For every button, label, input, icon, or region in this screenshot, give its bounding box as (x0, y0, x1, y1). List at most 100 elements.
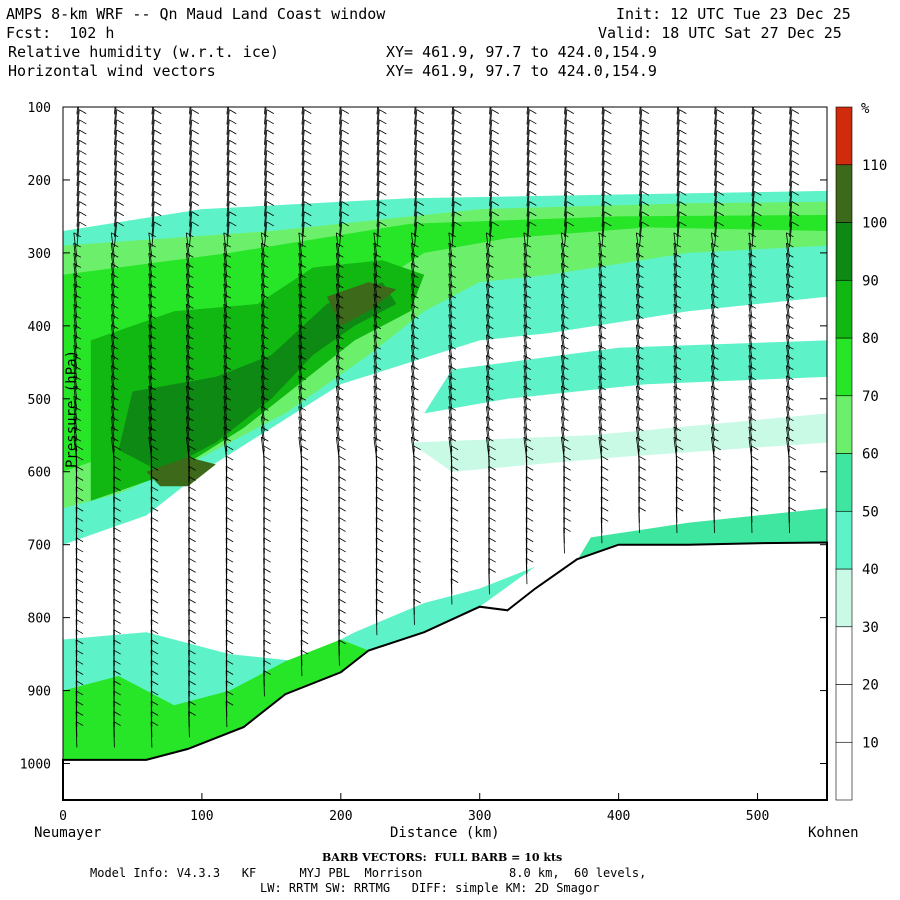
wind-barb (260, 294, 265, 319)
wind-barb (748, 416, 753, 442)
wind-barb (375, 609, 378, 636)
wind-barb (373, 232, 378, 258)
wind-barb-flag (411, 283, 419, 289)
wind-barb-flag (75, 721, 84, 726)
wind-barb (151, 211, 155, 237)
wind-barb (639, 107, 641, 115)
wind-barb-flag (491, 119, 500, 125)
wind-barb-flag (448, 395, 457, 401)
wind-barb (523, 385, 528, 411)
wind-barb-flag (75, 547, 84, 553)
wind-barb-flag (413, 527, 421, 532)
wind-barb (750, 507, 753, 534)
wind-barb (714, 221, 718, 248)
wind-barb-flag (566, 139, 575, 145)
wind-barb-flag (225, 608, 234, 614)
wind-barb-flag (491, 211, 500, 217)
wind-barb-flag (336, 242, 344, 248)
wind-barb-flag (223, 416, 231, 422)
wind-barb-flag (75, 711, 84, 716)
wind-barb-flag (523, 242, 532, 248)
wind-barb-flag (73, 406, 81, 411)
wind-barb-flag (786, 365, 794, 370)
wind-barb (335, 375, 340, 401)
wind-barb (601, 140, 605, 166)
wind-barb-flag (600, 455, 609, 461)
wind-barb (635, 273, 640, 299)
wind-barb-flag (263, 537, 271, 543)
wind-barb-flag (261, 232, 269, 238)
wind-barb (598, 304, 603, 329)
wind-barb (298, 385, 303, 411)
wind-barb (598, 406, 603, 431)
wind-barb (751, 160, 755, 186)
wind-barb-flag (679, 119, 687, 125)
wind-barb (339, 109, 343, 135)
wind-barb-flag (148, 395, 156, 401)
wind-barb (748, 375, 753, 401)
wind-barb-flag (486, 303, 494, 309)
wind-barb-flag (150, 659, 159, 665)
wind-barb (339, 119, 343, 145)
wind-barb (639, 150, 643, 176)
wind-barb-flag (150, 588, 159, 594)
wind-barb-flag (111, 303, 119, 309)
wind-barb (489, 211, 493, 237)
wind-barb-flag (263, 547, 271, 553)
wind-barb-flag (263, 578, 271, 583)
wind-barb (226, 201, 230, 227)
wind-barb-flag (563, 506, 571, 512)
wind-barb-flag (786, 273, 794, 279)
wind-barb (748, 232, 753, 258)
wind-barb-flag (75, 649, 84, 655)
wind-barb-flag (73, 303, 81, 309)
wind-barb (189, 170, 193, 197)
wind-barb-flag (223, 406, 231, 411)
wind-barb-flag (373, 334, 382, 340)
wind-barb-flag (561, 355, 569, 360)
wind-barb-flag (266, 221, 274, 227)
colorbar-label: 100 (862, 216, 887, 232)
wind-barb-flag (641, 119, 650, 125)
wind-barb-flag (111, 344, 119, 350)
wind-barb-flag (75, 486, 84, 492)
wind-barb-flag (304, 150, 312, 155)
wind-barb-flag (75, 578, 84, 583)
model-info-line1: Model Info: V4.3.3 KF MYJ PBL Morrison 8… (90, 866, 647, 880)
wind-barb-flag (604, 119, 612, 125)
wind-barb-flag (261, 334, 269, 340)
wind-barb-flag (117, 89, 124, 93)
wind-barb (376, 160, 380, 186)
wind-barb (676, 201, 680, 227)
wind-barb (113, 221, 118, 248)
wind-barb (410, 294, 415, 319)
wind-barb-flag (188, 537, 196, 543)
wind-barb-flag (113, 578, 121, 583)
wind-barb-flag (673, 303, 682, 309)
wind-barb (635, 232, 640, 258)
wind-barb-flag (600, 496, 609, 502)
wind-barb (76, 201, 80, 227)
wind-barb-flag (604, 160, 612, 166)
wind-barb-flag (486, 293, 494, 299)
wind-barb (601, 107, 604, 115)
wind-barb-flag (373, 273, 382, 279)
wind-barb (710, 263, 715, 288)
wind-barb-flag (598, 232, 607, 238)
wind-barb (338, 639, 340, 666)
wind-barb-flag (566, 129, 575, 135)
wind-barb-flag (300, 455, 309, 461)
wind-barb-flag (225, 629, 234, 635)
wind-barb (751, 221, 755, 248)
wind-barb (226, 107, 229, 125)
wind-barb (373, 324, 378, 350)
wind-barb-flag (636, 416, 644, 422)
wind-barb (601, 109, 605, 135)
wind-barb-flag (523, 375, 532, 381)
wind-barb (185, 396, 190, 421)
wind-barb-flag (225, 516, 234, 522)
wind-barb (601, 170, 605, 197)
wind-barb-flag (786, 355, 794, 360)
wind-barb-flag (148, 232, 156, 238)
wind-barb (448, 294, 453, 319)
